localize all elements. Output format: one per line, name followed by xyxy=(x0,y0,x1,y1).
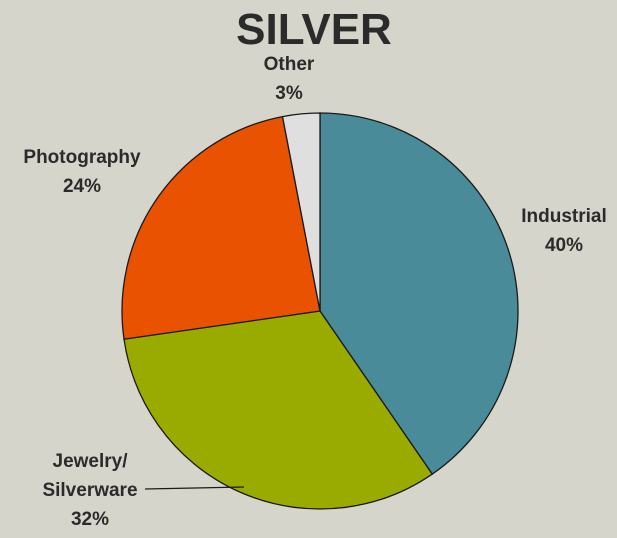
chart-title: SILVER xyxy=(236,5,392,54)
slice-value-industrial: 40% xyxy=(545,235,583,256)
slice-label-industrial: Industrial 40% xyxy=(521,206,607,256)
pie-slices xyxy=(121,112,519,510)
slice-name-industrial: Industrial xyxy=(521,206,607,227)
pie-slice-industrial xyxy=(319,112,519,475)
pie-labels: Industrial 40% Jewelry/Silverware 32% Photog… xyxy=(23,54,606,530)
slice-label-other: Other 3% xyxy=(264,54,315,104)
slice-name-photography: Photography xyxy=(23,147,141,168)
slice-value-jewelry-silverware: 32% xyxy=(71,509,109,530)
slice-value-photography: 24% xyxy=(63,176,101,197)
slice-name-other: Other xyxy=(264,54,315,75)
slice-label-photography: Photography 24% xyxy=(23,147,141,197)
slice-name-jewelry-silverware: Jewelry/ xyxy=(53,451,129,472)
pie-slice-photography xyxy=(121,115,321,340)
slice-value-other: 3% xyxy=(275,83,303,104)
pie-slice-other xyxy=(281,112,321,312)
slice-name-jewelry-silverware: Silverware xyxy=(42,480,137,501)
leader-line-jewelry-silverware xyxy=(144,486,245,490)
slice-label-jewelry-silverware: Jewelry/Silverware 32% xyxy=(42,451,137,530)
pie-slice-jewelry-silverware xyxy=(123,310,434,510)
